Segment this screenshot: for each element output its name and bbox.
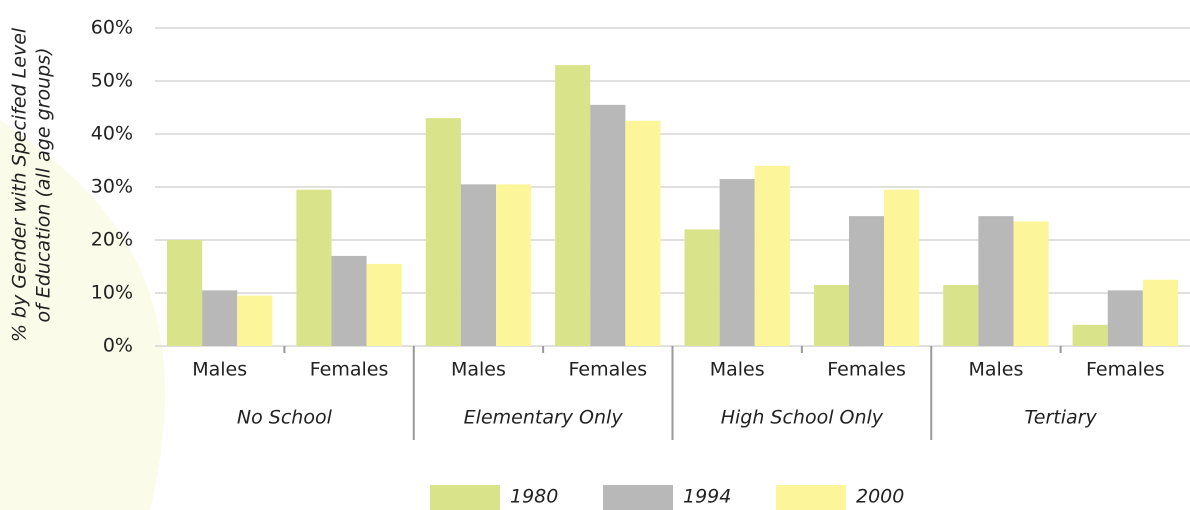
bar — [943, 285, 979, 346]
y-tick-label: 50% — [91, 70, 133, 92]
bar — [496, 184, 532, 346]
bar — [719, 179, 755, 346]
bar — [849, 216, 885, 346]
bar — [813, 285, 849, 346]
y-tick-label: 10% — [91, 282, 133, 304]
bar — [237, 295, 273, 346]
bar — [684, 229, 720, 346]
y-tick-label: 60% — [91, 17, 133, 39]
x-tick-label: Females — [569, 359, 648, 381]
group-label: Elementary Only — [464, 407, 624, 429]
bar — [460, 184, 496, 346]
legend-label: 1994 — [683, 486, 731, 508]
y-tick-label: 30% — [91, 176, 133, 198]
background-leaf — [0, 120, 166, 510]
bar — [167, 240, 203, 346]
bar — [590, 104, 626, 346]
bar — [555, 65, 591, 346]
bar — [366, 263, 402, 346]
x-tick-label: Males — [192, 359, 247, 381]
legend-swatch — [776, 485, 846, 510]
legend-swatch — [603, 485, 673, 510]
bar — [1142, 279, 1178, 346]
legend-label: 2000 — [856, 486, 904, 508]
y-tick-label: 20% — [91, 229, 133, 251]
y-tick-label: 0% — [103, 335, 133, 357]
legend-label: 1980 — [510, 486, 558, 508]
x-tick-label: Females — [1086, 359, 1165, 381]
bar — [978, 216, 1014, 346]
bar — [625, 120, 661, 346]
bar — [1072, 324, 1108, 346]
y-axis-title: of Education (all age groups) — [33, 48, 55, 323]
group-label: High School Only — [721, 407, 884, 429]
bar — [296, 189, 332, 346]
y-axis-title: % by Gender with Specifed Level — [9, 27, 31, 342]
bar — [1013, 221, 1049, 346]
bar — [425, 118, 461, 346]
group-label: No School — [237, 407, 333, 429]
bar — [202, 290, 238, 346]
bar — [331, 255, 367, 346]
bar — [884, 189, 920, 346]
x-tick-label: Males — [968, 359, 1023, 381]
group-label: Tertiary — [1025, 407, 1098, 429]
bar — [1107, 290, 1143, 346]
legend-swatch — [430, 485, 500, 510]
x-tick-label: Males — [710, 359, 765, 381]
x-tick-label: Males — [451, 359, 506, 381]
bar — [754, 165, 790, 346]
y-tick-label: 40% — [91, 123, 133, 145]
x-tick-label: Females — [310, 359, 389, 381]
x-tick-label: Females — [827, 359, 906, 381]
